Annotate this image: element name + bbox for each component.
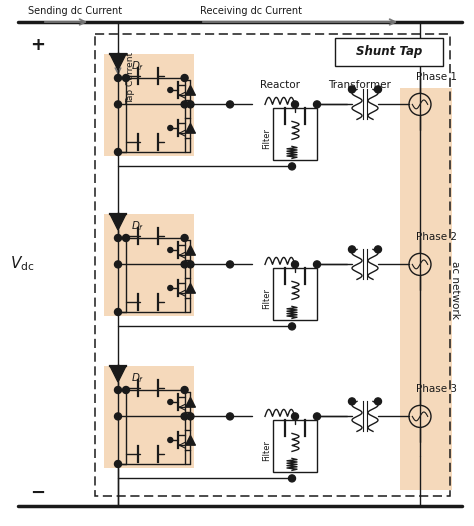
Circle shape	[348, 86, 356, 93]
Circle shape	[348, 246, 356, 253]
Bar	[104, 214, 194, 316]
Circle shape	[168, 438, 173, 442]
Circle shape	[115, 460, 121, 468]
Circle shape	[115, 387, 121, 393]
Bar	[104, 366, 194, 468]
Bar	[95, 34, 450, 496]
Circle shape	[374, 86, 382, 93]
Circle shape	[168, 400, 173, 404]
Text: Sending dc Current: Sending dc Current	[28, 6, 122, 16]
Circle shape	[227, 413, 234, 420]
Circle shape	[227, 261, 234, 268]
Circle shape	[122, 387, 129, 393]
Text: Shunt Tap: Shunt Tap	[356, 46, 422, 58]
Circle shape	[374, 398, 382, 405]
Polygon shape	[110, 54, 126, 70]
Circle shape	[181, 101, 188, 108]
Circle shape	[122, 75, 129, 82]
Circle shape	[115, 413, 121, 420]
Text: Filter: Filter	[262, 128, 271, 149]
Polygon shape	[110, 366, 126, 382]
Text: ac network: ac network	[450, 261, 460, 319]
Polygon shape	[186, 124, 195, 133]
Circle shape	[313, 101, 320, 108]
Circle shape	[292, 413, 299, 420]
Text: $D_f$: $D_f$	[131, 371, 145, 385]
Circle shape	[181, 261, 188, 268]
Circle shape	[115, 309, 121, 316]
Circle shape	[187, 261, 194, 268]
Text: −: −	[30, 484, 45, 502]
Circle shape	[115, 261, 121, 268]
Text: +: +	[30, 36, 45, 54]
Text: $D_f$: $D_f$	[131, 59, 145, 73]
Text: Filter: Filter	[262, 440, 271, 461]
Circle shape	[168, 126, 173, 130]
Text: Phase 1: Phase 1	[416, 73, 457, 83]
Polygon shape	[186, 398, 195, 407]
Text: Filter: Filter	[262, 288, 271, 309]
Text: Transformer: Transformer	[328, 80, 392, 90]
Circle shape	[348, 398, 356, 405]
Text: Tap Current: Tap Current	[126, 52, 135, 104]
Circle shape	[115, 75, 121, 82]
Text: $D_f$: $D_f$	[131, 219, 145, 233]
Circle shape	[168, 87, 173, 93]
Circle shape	[289, 475, 295, 482]
Bar	[273, 420, 317, 472]
Circle shape	[289, 163, 295, 170]
Circle shape	[187, 413, 194, 420]
Circle shape	[115, 235, 121, 241]
Text: Phase 2: Phase 2	[416, 232, 457, 242]
Text: Phase 3: Phase 3	[416, 385, 457, 394]
Circle shape	[115, 101, 121, 108]
Text: $V_{\rm dc}$: $V_{\rm dc}$	[10, 255, 34, 274]
Bar	[335, 38, 443, 66]
Polygon shape	[110, 214, 126, 230]
Circle shape	[289, 323, 295, 330]
Text: Receiving dc Current: Receiving dc Current	[200, 6, 302, 16]
Polygon shape	[186, 284, 195, 292]
Circle shape	[187, 101, 194, 108]
Bar	[400, 88, 452, 490]
Bar	[273, 268, 317, 320]
Circle shape	[115, 148, 121, 156]
Polygon shape	[186, 85, 195, 95]
Circle shape	[292, 101, 299, 108]
Bar	[273, 108, 317, 160]
Circle shape	[181, 413, 188, 420]
Circle shape	[292, 261, 299, 268]
Circle shape	[374, 246, 382, 253]
Circle shape	[122, 235, 129, 241]
Text: Reactor: Reactor	[260, 80, 300, 90]
Bar	[104, 54, 194, 156]
Circle shape	[181, 75, 188, 82]
Circle shape	[227, 101, 234, 108]
Circle shape	[168, 248, 173, 252]
Circle shape	[313, 413, 320, 420]
Polygon shape	[186, 246, 195, 255]
Circle shape	[181, 387, 188, 393]
Circle shape	[181, 235, 188, 241]
Circle shape	[168, 286, 173, 290]
Polygon shape	[186, 436, 195, 444]
Circle shape	[313, 261, 320, 268]
